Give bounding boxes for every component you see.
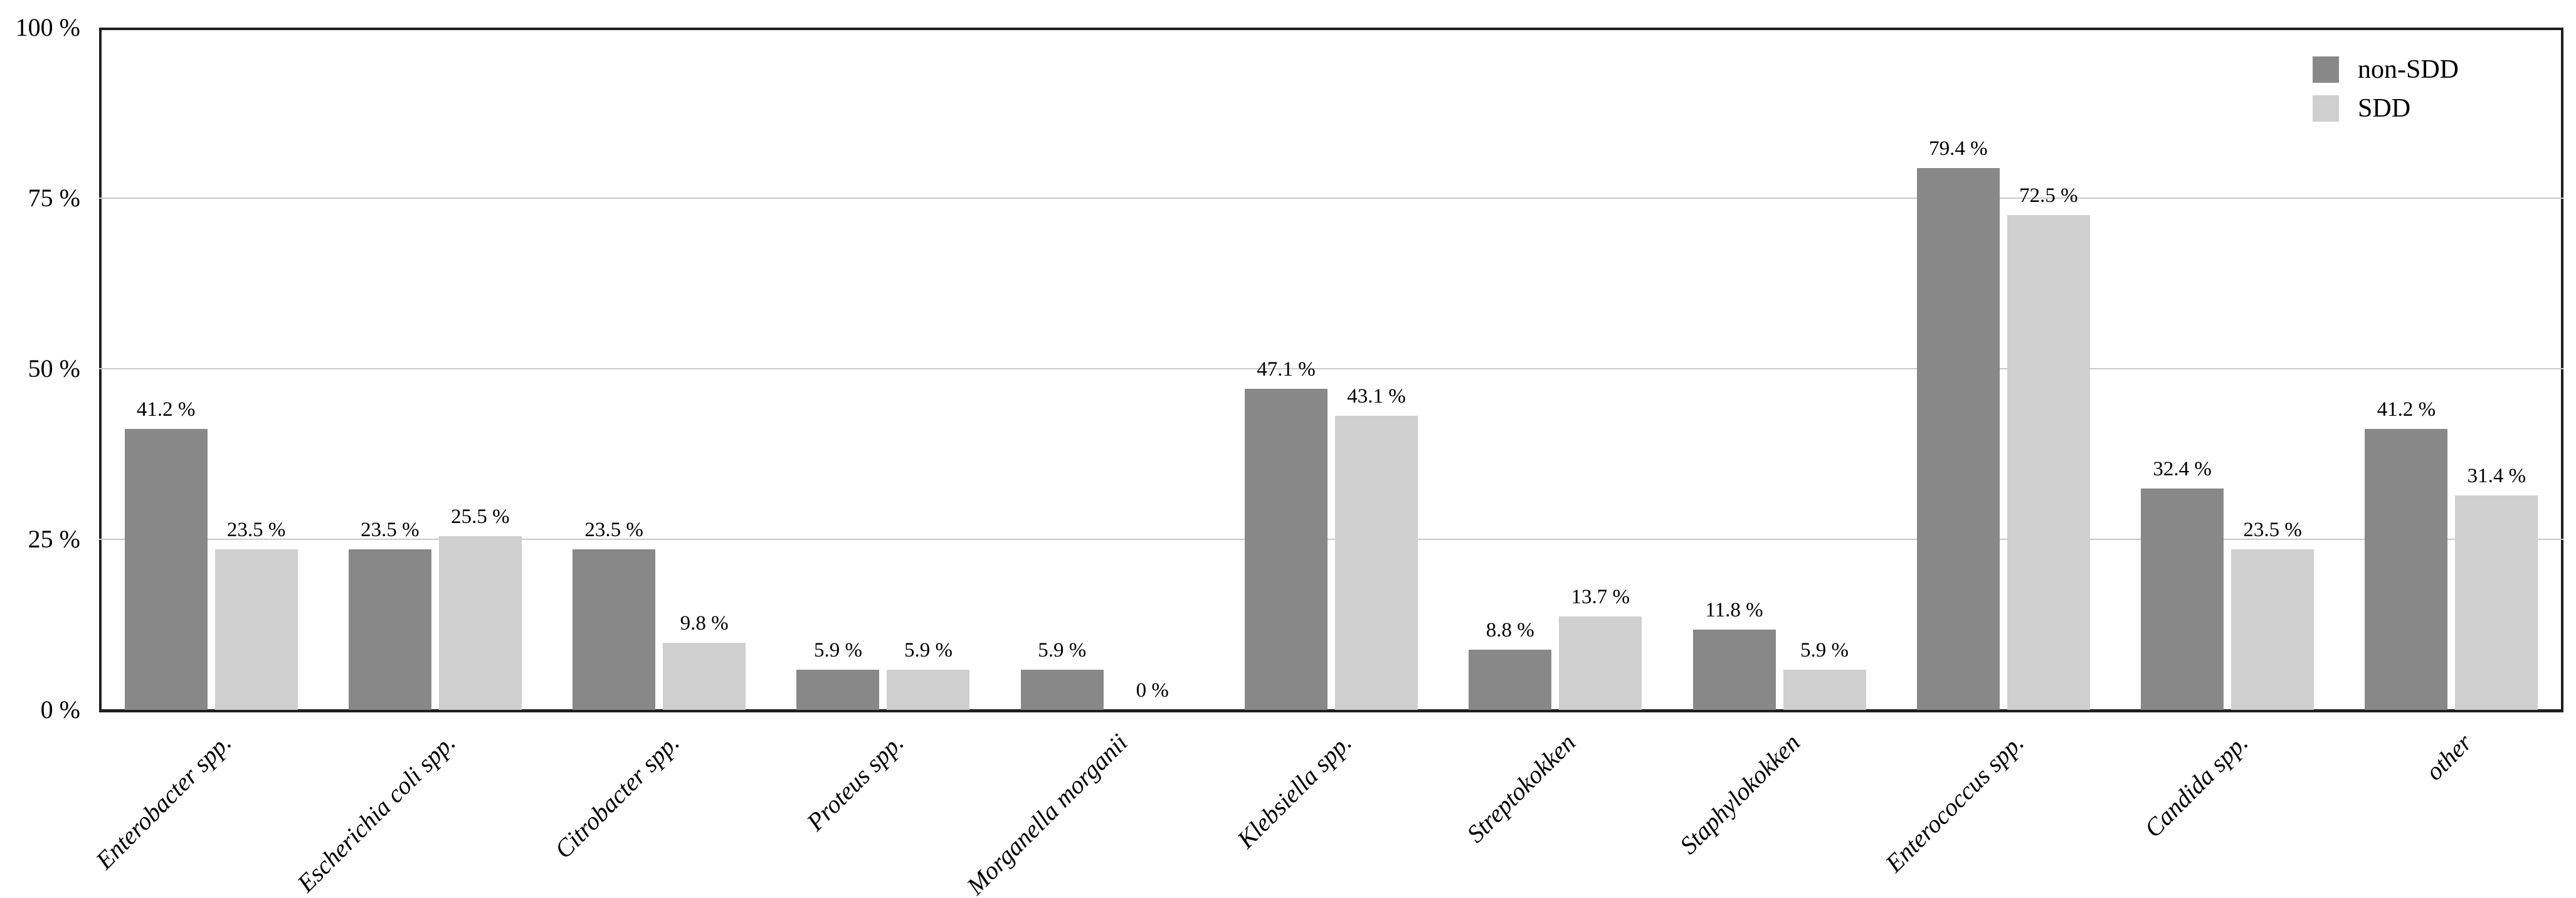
- legend-label-sdd: SDD: [2358, 94, 2411, 123]
- non-sdd-swatch-icon: [2313, 56, 2339, 83]
- bar-non-sdd: [124, 428, 208, 710]
- bar-sdd: [214, 549, 298, 710]
- bar-sdd: [1559, 616, 1642, 710]
- x-axis-label-text: Morganella morganii: [961, 728, 1133, 898]
- legend-item-sdd: SDD: [2313, 94, 2459, 123]
- bar-value-label: 23.5 %: [361, 519, 420, 542]
- bar-value-label: 0 %: [1136, 679, 1169, 702]
- x-axis-label-text: Klebsiella spp.: [1232, 728, 1358, 854]
- bar-value-label: 5.9 %: [904, 638, 953, 662]
- bar-value-label: 5.9 %: [1800, 638, 1849, 662]
- bar-value-label: 32.4 %: [2153, 458, 2212, 481]
- bar-value-label: 8.8 %: [1486, 619, 1534, 642]
- x-axis-label-text: Proteus spp.: [801, 728, 909, 837]
- y-axis-tick-label: 25 %: [28, 525, 80, 553]
- bar-non-sdd: [1692, 629, 1776, 710]
- bar-value-label: 47.1 %: [1257, 357, 1316, 381]
- bar-value-label: 41.2 %: [2377, 398, 2436, 421]
- bar-non-sdd: [2365, 428, 2448, 710]
- bar-sdd: [887, 669, 970, 710]
- x-axis-label-text: other: [2419, 728, 2478, 786]
- x-axis-label-text: Staphylokokken: [1674, 728, 1805, 860]
- bar-non-sdd: [348, 549, 431, 710]
- bar-value-label: 31.4 %: [2467, 465, 2526, 488]
- bar-non-sdd: [1916, 168, 2000, 710]
- bar-non-sdd: [1245, 388, 1328, 710]
- x-axis-label-text: Streptokokken: [1461, 728, 1581, 848]
- x-axis-label-text: Enterobacter spp.: [90, 728, 237, 875]
- bar-value-label: 79.4 %: [1929, 137, 1988, 161]
- legend-label-non-sdd: non-SDD: [2358, 55, 2459, 84]
- bar-value-label: 23.5 %: [584, 519, 643, 542]
- bar-sdd: [1335, 416, 1418, 710]
- legend-item-non-sdd: non-SDD: [2313, 55, 2459, 84]
- gridline-25: [99, 539, 2563, 540]
- bar-non-sdd: [573, 549, 656, 710]
- bar-value-label: 43.1 %: [1347, 385, 1406, 408]
- bar-sdd: [2231, 549, 2315, 710]
- bar-sdd: [663, 643, 746, 710]
- bar-value-label: 25.5 %: [451, 505, 510, 528]
- bar-value-label: 11.8 %: [1705, 598, 1763, 621]
- bar-non-sdd: [2141, 489, 2224, 710]
- x-axis-label-text: Enterococcus spp.: [1879, 728, 2029, 878]
- gridline-75: [99, 198, 2563, 199]
- bar-non-sdd: [1469, 650, 1552, 710]
- bar-value-label: 41.2 %: [136, 398, 196, 421]
- gridline-50: [99, 368, 2563, 369]
- bar-sdd: [438, 536, 522, 710]
- sdd-swatch-icon: [2313, 95, 2339, 122]
- bar-sdd: [2455, 495, 2538, 710]
- bar-value-label: 23.5 %: [2243, 519, 2302, 542]
- y-axis-tick-label: 100 %: [15, 13, 80, 41]
- bar-value-label: 9.8 %: [680, 612, 729, 635]
- bar-value-label: 23.5 %: [226, 519, 286, 542]
- bar-non-sdd: [1020, 669, 1104, 710]
- y-axis-tick-label: 75 %: [28, 184, 80, 212]
- y-axis-tick-label: 0 %: [40, 695, 80, 724]
- x-axis-label-text: Candida spp.: [2138, 728, 2254, 843]
- bar-value-label: 13.7 %: [1571, 585, 1630, 608]
- x-axis-label-text: Citrobacter spp.: [549, 728, 685, 864]
- x-axis-label-text: Escherichia coli spp.: [292, 728, 462, 898]
- bar-value-label: 5.9 %: [1038, 638, 1087, 662]
- bar-value-label: 72.5 %: [2019, 184, 2078, 208]
- bar-sdd: [1783, 669, 1866, 710]
- bar-non-sdd: [796, 669, 880, 710]
- bar-value-label: 5.9 %: [813, 638, 862, 662]
- bar-sdd: [2007, 215, 2090, 710]
- legend: non-SDD SDD: [2313, 55, 2459, 133]
- y-axis-tick-label: 50 %: [28, 354, 80, 383]
